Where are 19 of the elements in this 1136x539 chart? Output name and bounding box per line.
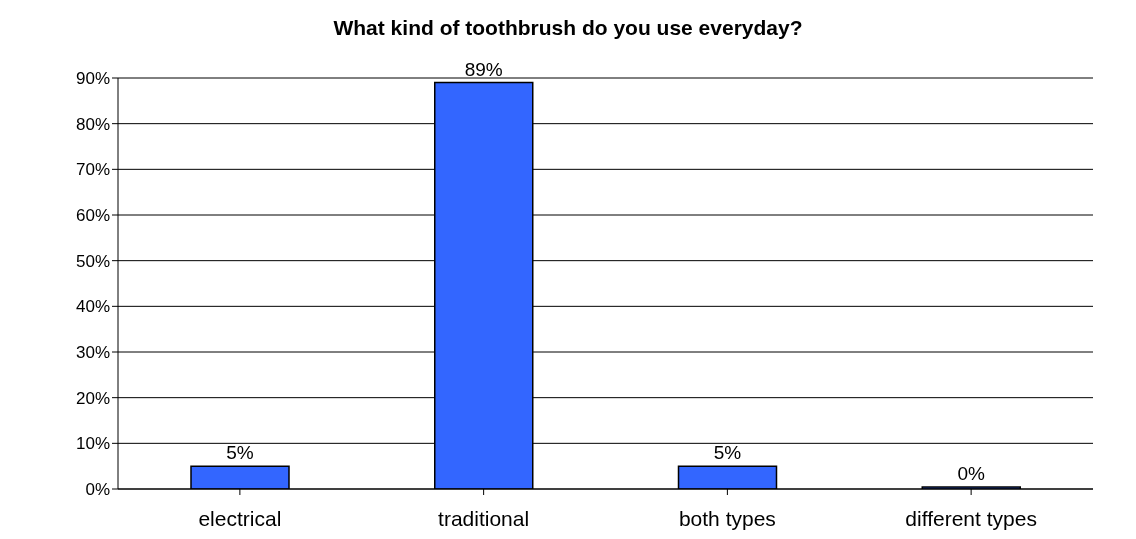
data-label: 5% [713,442,742,464]
y-tick-label: 10% [75,434,110,454]
y-tick-label: 50% [75,251,110,271]
data-label: 5% [226,442,254,464]
x-tick-label: electrical [198,506,282,530]
y-tick-label: 20% [75,388,110,408]
y-tick-label: 30% [75,343,110,363]
y-tick-label: 40% [75,297,110,317]
chart-title: What kind of toothbrush do you use everyday? [332,16,804,40]
x-tick-label: traditional [438,506,530,530]
data-label: 89% [464,58,503,80]
data-label: 0% [957,463,986,484]
y-tick-label: 60% [75,206,110,226]
x-tick-label: both types [678,506,776,530]
y-tick-label: 90% [75,69,110,89]
y-tick-label: 0% [85,480,110,500]
y-tick-label: 70% [75,160,110,180]
x-tick-label: different types [905,506,1037,530]
y-tick-label: 80% [75,114,110,134]
